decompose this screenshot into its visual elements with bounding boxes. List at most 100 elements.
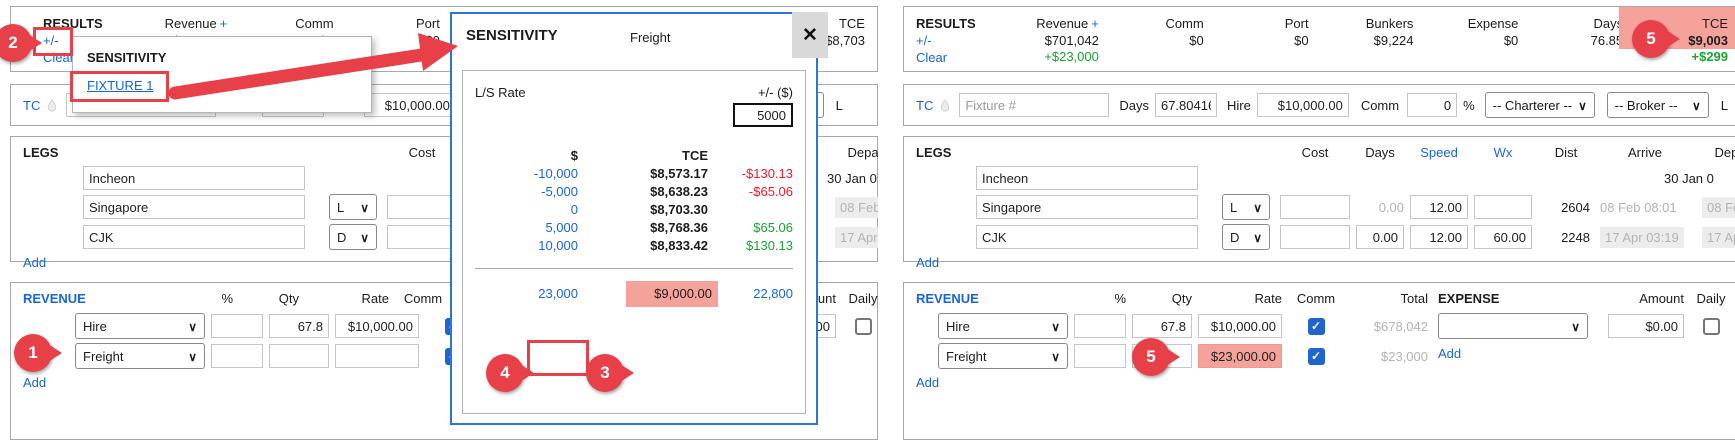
wx-header[interactable]: Wx	[1493, 145, 1513, 160]
add-revenue-link[interactable]: Add	[23, 375, 47, 390]
port-name-input[interactable]	[83, 166, 305, 190]
popup-title: SENSITIVITY	[466, 27, 558, 44]
add-revenue-link[interactable]: Add	[916, 375, 940, 390]
popup-context-label: Freight	[630, 30, 671, 45]
revenue-pct-input[interactable]	[1074, 314, 1126, 338]
sensitivity-row: -5,000 $8,638.23 -$65.06	[541, 184, 793, 199]
leg-speed-input[interactable]	[1410, 225, 1468, 249]
speed-header[interactable]: Speed	[1420, 145, 1458, 160]
revenue-rate-input[interactable]	[1198, 344, 1282, 368]
tce-value: $8,703	[825, 33, 865, 48]
expense-section: EXPENSE Amount Daily Add	[1438, 291, 1728, 361]
port-name-input[interactable]	[83, 225, 305, 249]
close-icon[interactable]: ✕	[792, 12, 828, 58]
sensitivity-row: -10,000 $8,573.17 -$130.13	[533, 166, 793, 181]
fixture-input[interactable]	[959, 93, 1110, 117]
dist-header: Dist	[1554, 145, 1578, 160]
comm-input[interactable]	[1407, 93, 1458, 117]
sensitivity-adjust-link[interactable]: +/-	[43, 33, 59, 48]
revenue-type-select[interactable]: Freight	[938, 343, 1068, 369]
leg-row: D 2248 17 Apr 03:19 17 Apr 0	[916, 224, 1735, 250]
chevron-down-icon	[1045, 319, 1060, 334]
qty-header: Qty	[278, 291, 299, 306]
tce-header: TCE	[838, 16, 865, 31]
revenue-total: $23,000	[1381, 348, 1428, 364]
chevron-down-icon	[1572, 98, 1587, 113]
fixture-1-menu-item[interactable]: FIXTURE 1	[87, 78, 154, 93]
revenue-type-select[interactable]: Hire	[938, 313, 1068, 339]
leg-type-select[interactable]: L	[1222, 194, 1270, 220]
footer-qty[interactable]: 23,000	[538, 286, 578, 301]
legs-section: LEGS Cost Days Speed Wx Dist Arrive Depa…	[903, 136, 1735, 270]
leg-type-select[interactable]: D	[1222, 224, 1270, 250]
revenue-rate-input[interactable]	[335, 314, 419, 338]
revenue-pct-input[interactable]	[211, 314, 263, 338]
daily-header: Daily	[1696, 291, 1726, 306]
hire-rate-input[interactable]	[363, 93, 456, 117]
revenue-rate-input[interactable]	[1198, 314, 1282, 338]
hire-rate-input[interactable]	[1256, 93, 1349, 117]
revenue-pct-input[interactable]	[1074, 344, 1126, 368]
days-label: Days	[1119, 97, 1149, 113]
port-name-input[interactable]	[976, 195, 1198, 219]
leg-depart: 30 Jan 0	[1664, 170, 1714, 186]
revenue-type-select[interactable]: Hire	[75, 313, 205, 339]
revenue-plus-link[interactable]: +	[219, 16, 228, 31]
add-leg-link[interactable]: Add	[23, 255, 47, 270]
comm-header: Comm	[295, 16, 334, 31]
expense-amount-input[interactable]	[1608, 314, 1684, 338]
leg-row: 30 Jan 0	[916, 166, 1728, 190]
rate-header: Rate	[361, 291, 389, 306]
annotation-pin-3: 3	[586, 354, 624, 392]
leg-cost-input[interactable]	[387, 225, 457, 249]
leg-type-select[interactable]: D	[329, 224, 377, 250]
leg-cost-input[interactable]	[387, 195, 457, 219]
chevron-down-icon	[1247, 230, 1262, 245]
revenue-qty-input[interactable]	[269, 344, 329, 368]
revenue-type-select[interactable]: Freight	[75, 343, 205, 369]
add-expense-link[interactable]: Add	[1438, 346, 1462, 361]
comm-checkbox[interactable]	[1307, 347, 1325, 365]
broker-select[interactable]: -- Broker --	[1606, 92, 1709, 118]
clear-link[interactable]: Clear	[916, 50, 948, 65]
revenue-qty-input[interactable]	[269, 314, 329, 338]
chevron-down-icon	[1247, 200, 1262, 215]
revenue-rate-input[interactable]	[335, 344, 419, 368]
expense-title: EXPENSE	[1438, 291, 1500, 306]
legs-title: LEGS	[916, 145, 952, 160]
daily-checkbox[interactable]	[1703, 317, 1720, 335]
cost-header: Cost	[1301, 145, 1329, 160]
leg-row: 30 Jan 0	[23, 166, 877, 190]
leg-type-select[interactable]: L	[329, 194, 377, 220]
days-input[interactable]	[1154, 93, 1217, 117]
expense-type-select[interactable]	[1438, 313, 1588, 339]
sensitivity-adjust-link[interactable]: +/-	[916, 33, 932, 48]
port-name-input[interactable]	[83, 195, 305, 219]
leg-wx-input[interactable]	[1474, 225, 1532, 249]
leg-depart: 17 Apr 0	[1702, 226, 1735, 248]
daily-checkbox[interactable]	[855, 317, 872, 335]
revenue-plus-link[interactable]: +	[1091, 16, 1099, 31]
revenue-pct-input[interactable]	[211, 344, 263, 368]
leg-cost-input[interactable]	[1280, 225, 1350, 249]
comm-checkbox[interactable]	[1307, 317, 1325, 335]
legs-title: LEGS	[23, 145, 59, 160]
revenue-header: Revenue	[1036, 16, 1089, 31]
leg-cost-input[interactable]	[1280, 195, 1350, 219]
revenue-title: REVENUE	[916, 291, 979, 306]
add-leg-link[interactable]: Add	[916, 255, 940, 270]
leg-days-input[interactable]	[1356, 225, 1404, 249]
expense-value: $0	[1503, 33, 1519, 48]
leg-speed-input[interactable]	[1410, 195, 1468, 219]
daily-header: Daily	[848, 291, 878, 306]
results-section: RESULTS +/- Clear Revenue + $701,042 +$23,0…	[903, 6, 1735, 72]
charterer-select[interactable]: -- Charterer --	[1484, 92, 1595, 118]
offset-input[interactable]	[733, 103, 793, 127]
port-name-input[interactable]	[976, 225, 1198, 249]
leg-dist: 2604	[1561, 199, 1590, 215]
leg-wx-input[interactable]	[1474, 195, 1532, 219]
revenue-qty-input[interactable]	[1132, 314, 1192, 338]
laycan-label: L	[1720, 97, 1728, 113]
port-name-input[interactable]	[976, 166, 1198, 190]
footer-alt-qty[interactable]: 22,800	[753, 286, 793, 301]
